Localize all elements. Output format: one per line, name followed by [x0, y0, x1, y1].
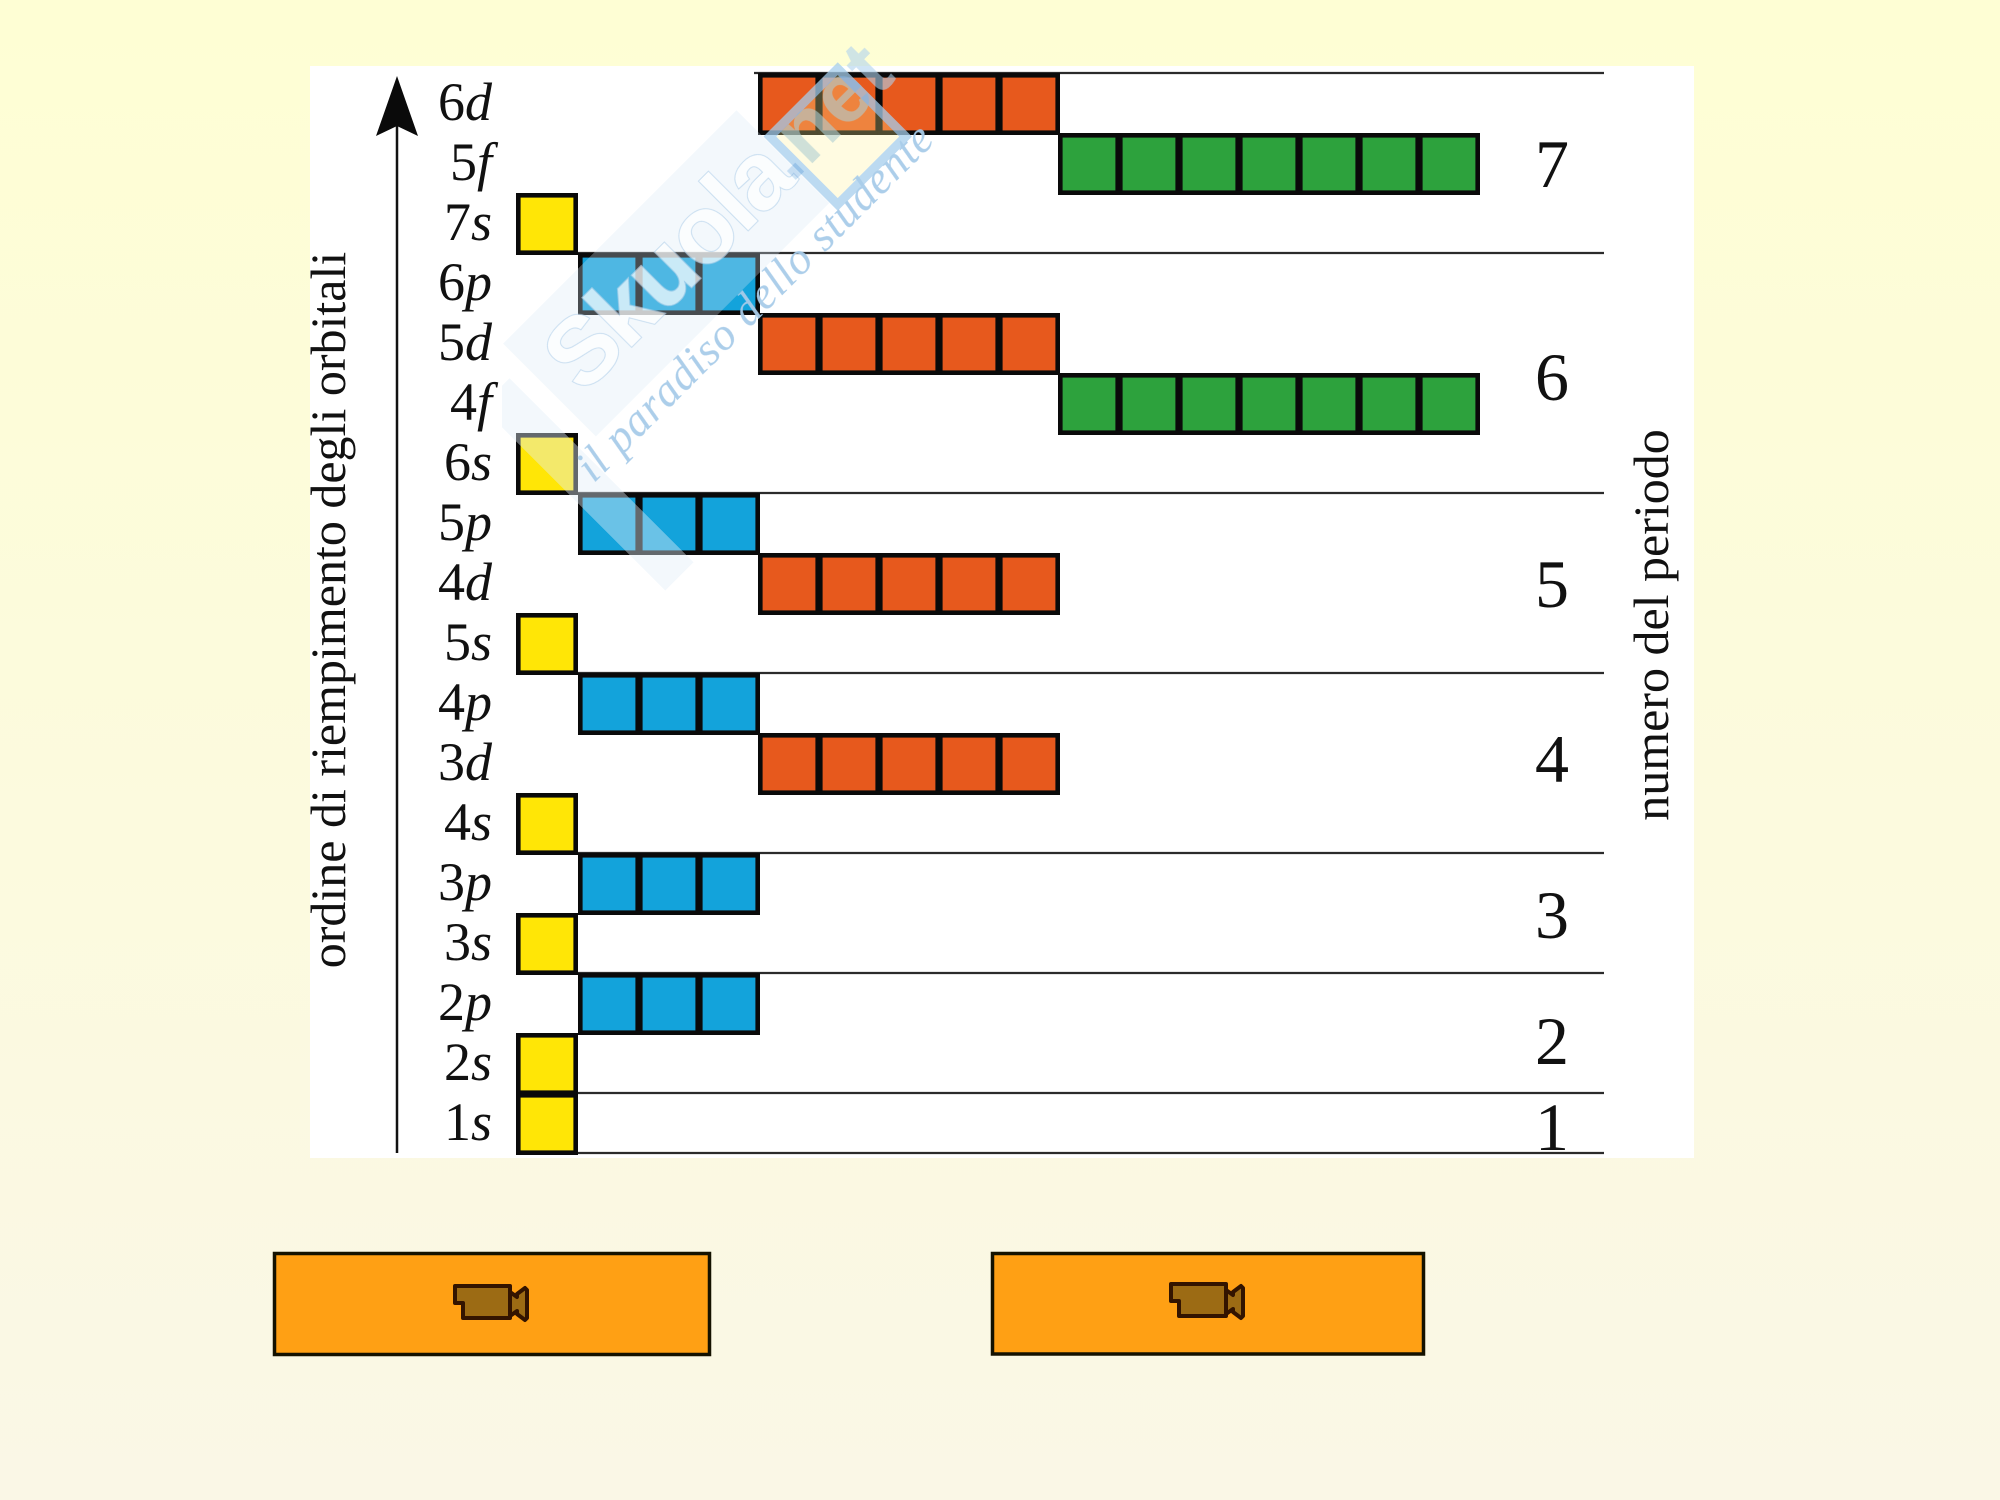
svg-text:7: 7: [1535, 126, 1569, 202]
svg-text:3p: 3p: [438, 852, 492, 912]
svg-text:2p: 2p: [438, 972, 492, 1032]
svg-text:2s: 2s: [444, 1032, 492, 1092]
svg-text:3: 3: [1535, 877, 1569, 953]
svg-text:2: 2: [1535, 1003, 1569, 1079]
svg-text:4d: 4d: [438, 552, 493, 612]
svg-text:6s: 6s: [444, 432, 492, 492]
svg-text:6p: 6p: [438, 252, 492, 312]
svg-text:5: 5: [1535, 546, 1569, 622]
svg-text:6: 6: [1535, 339, 1569, 415]
svg-text:3d: 3d: [438, 732, 493, 792]
svg-text:5s: 5s: [444, 612, 492, 672]
svg-text:4: 4: [1535, 721, 1569, 797]
svg-text:1s: 1s: [444, 1092, 492, 1152]
svg-text:1: 1: [1535, 1089, 1569, 1165]
svg-text:5p: 5p: [438, 492, 492, 552]
svg-text:5f: 5f: [450, 132, 499, 192]
svg-text:4f: 4f: [450, 372, 499, 432]
svg-text:numero del periodo: numero del periodo: [1623, 429, 1679, 821]
svg-text:6d: 6d: [438, 72, 493, 132]
svg-text:7s: 7s: [444, 192, 492, 252]
svg-text:5d: 5d: [438, 312, 493, 372]
svg-text:ordine di riempimento degli or: ordine di riempimento degli orbitali: [300, 252, 356, 969]
svg-text:4p: 4p: [438, 672, 492, 732]
svg-text:3s: 3s: [444, 912, 492, 972]
svg-text:4s: 4s: [444, 792, 492, 852]
